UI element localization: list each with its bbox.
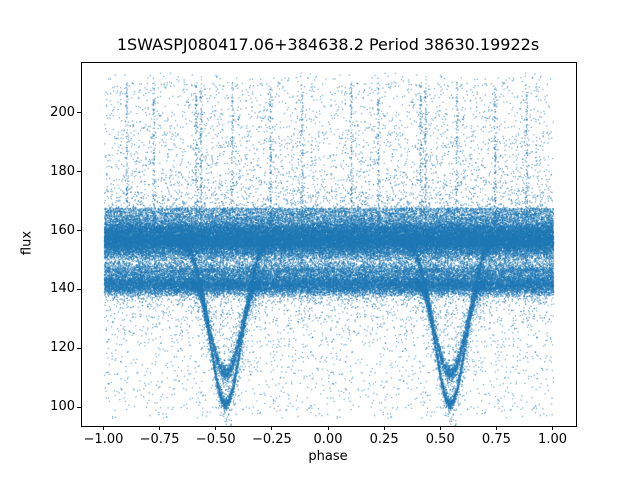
y-tick xyxy=(77,112,81,114)
x-tick-label: 0.25 xyxy=(369,432,399,447)
x-tick-label: 0.00 xyxy=(313,432,343,447)
plot-area xyxy=(81,62,577,427)
y-tick-label: 100 xyxy=(50,399,75,415)
x-tick xyxy=(552,426,554,430)
y-tick xyxy=(77,230,81,232)
y-tick xyxy=(77,288,81,290)
y-tick xyxy=(77,347,81,349)
x-tick xyxy=(439,426,441,430)
y-tick-label: 160 xyxy=(50,222,75,238)
y-tick-label: 140 xyxy=(50,281,75,297)
x-tick-label: 0.50 xyxy=(425,432,455,447)
y-tick-label: 200 xyxy=(50,104,75,120)
y-tick-label: 180 xyxy=(50,163,75,179)
x-tick-label: −0.75 xyxy=(139,432,180,447)
x-tick-label: 0.75 xyxy=(481,432,511,447)
x-tick xyxy=(159,426,161,430)
plot-title: 1SWASPJ080417.06+384638.2 Period 38630.1… xyxy=(116,35,540,54)
scatter-canvas xyxy=(82,63,576,426)
y-tick xyxy=(77,171,81,173)
x-tick xyxy=(215,426,217,430)
x-tick-label: −0.50 xyxy=(195,432,236,447)
x-tick xyxy=(383,426,385,430)
x-tick-label: 1.00 xyxy=(538,432,567,447)
x-tick xyxy=(327,426,329,430)
x-tick xyxy=(102,426,104,430)
y-tick xyxy=(77,406,81,408)
x-tick-label: −1.00 xyxy=(83,432,124,447)
x-tick xyxy=(271,426,273,430)
x-tick xyxy=(495,426,497,430)
x-axis-label: phase xyxy=(308,449,348,464)
y-tick-label: 120 xyxy=(50,340,75,356)
x-tick-label: −0.25 xyxy=(251,432,292,447)
